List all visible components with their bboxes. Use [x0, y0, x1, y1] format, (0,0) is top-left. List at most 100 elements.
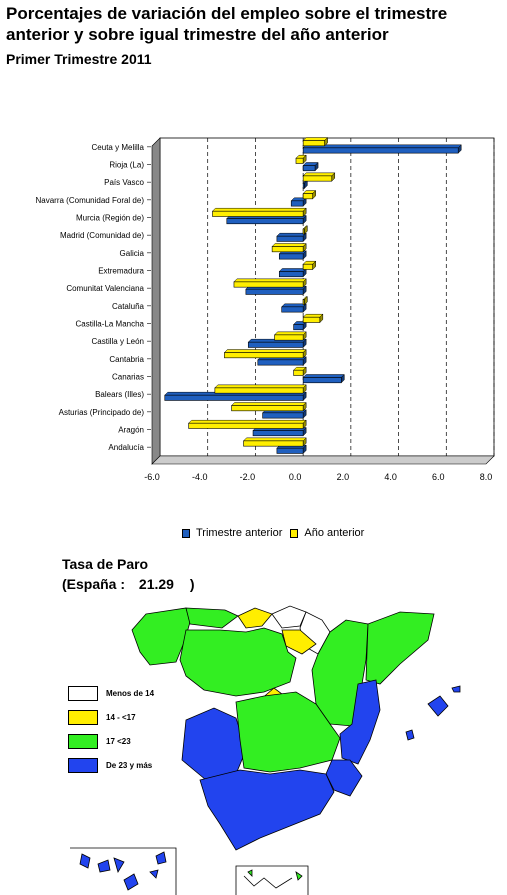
bar-face — [293, 324, 304, 331]
legend-swatch-trimestre — [182, 528, 190, 538]
x-tick-label: -6.0 — [144, 472, 160, 482]
x-tick-label: -4.0 — [192, 472, 208, 482]
map-inset-ceuta-melilla — [235, 865, 309, 895]
bar-top — [214, 384, 307, 389]
map-legend-swatch-0 — [68, 685, 98, 701]
map-inset-canarias — [70, 847, 177, 895]
bar-face — [262, 412, 304, 419]
spain-rate-close: ) — [189, 576, 195, 592]
bar-trimestre — [302, 144, 462, 154]
bar-anio — [302, 260, 317, 271]
bar-trimestre — [302, 373, 345, 384]
bar-anio — [271, 242, 307, 253]
x-tick-label: 0.0 — [289, 472, 302, 482]
chart-back-wall — [159, 137, 495, 457]
map-legend-label-3: De 23 y más — [106, 760, 153, 770]
bar-trimestre — [281, 303, 307, 313]
page-subtitle: Primer Trimestre 2011 — [6, 51, 152, 67]
y-category-label: Castilla y León — [92, 337, 144, 346]
bar-top — [302, 144, 462, 149]
bar-top — [233, 278, 307, 283]
bar-top — [302, 137, 329, 141]
map-legend-swatch-3 — [68, 757, 98, 773]
bar-top — [230, 402, 307, 406]
bar-top — [223, 349, 307, 353]
y-category-label: Canarias — [112, 373, 144, 382]
map-region-canarias-2 — [97, 859, 111, 873]
y-category-label: Madrid (Comunidad de) — [60, 231, 144, 240]
legend-label-anio: Año anterior — [304, 527, 365, 539]
bar-face — [302, 263, 313, 270]
bar-face — [257, 359, 304, 366]
map-legend-row: 17 <23 — [68, 729, 154, 753]
bar-anio — [188, 419, 307, 430]
map-title: Tasa de Paro (España : 21.29 ) — [62, 554, 195, 594]
bar-face — [302, 175, 333, 182]
page-title: Porcentajes de variación del empleo sobr… — [6, 4, 448, 44]
bar-face — [245, 288, 304, 295]
y-category-label: Balears (Illes) — [95, 390, 144, 399]
map-region-canarias-5 — [155, 851, 167, 865]
bar-trimestre — [276, 232, 307, 243]
bar-anio — [292, 366, 307, 377]
bar-trimestre — [278, 267, 307, 278]
map-legend-swatch-1 — [68, 709, 98, 725]
y-category-label: Andalucía — [108, 443, 144, 452]
bar-anio — [302, 136, 329, 147]
map-region-cantabria — [237, 607, 273, 629]
map-region-canarias-1 — [79, 853, 91, 869]
y-category-label: Rioja (La) — [109, 161, 144, 170]
bar-face — [281, 306, 304, 313]
bar-top — [278, 268, 307, 272]
map-legend-label-1: 14 - <17 — [106, 712, 136, 722]
map-region-extremadura — [181, 707, 247, 781]
employment-bar-chart: Ceuta y Melilla Rioja (La) País Vasco Navar… — [36, 136, 495, 482]
bar-anio — [230, 401, 307, 412]
map-region-canarias-4 — [123, 873, 139, 891]
y-category-label: Murcia (Región de) — [76, 214, 144, 223]
map-region-castilla-leon — [179, 627, 297, 697]
map-region-baleares — [427, 695, 449, 717]
map-region-baleares-small — [451, 685, 461, 693]
bar-top — [302, 172, 336, 177]
y-category-label: Cataluña — [112, 302, 145, 311]
bar-anio — [211, 207, 307, 218]
bar-face — [276, 235, 304, 242]
legend-label-trimestre: Trimestre anterior — [196, 527, 283, 539]
bar-anio — [223, 348, 307, 359]
bar-top — [302, 374, 345, 378]
bar-anio — [302, 225, 308, 235]
bar-face — [290, 200, 304, 207]
spain-rate-value: 21.29 — [138, 576, 174, 592]
chart-legend: Trimestre anterior Año anterior — [182, 527, 364, 539]
bar-anio — [273, 331, 307, 341]
bar-top — [271, 243, 307, 247]
bar-face — [302, 316, 321, 323]
x-tick-label: 2.0 — [337, 472, 350, 482]
bar-face — [295, 157, 304, 164]
bar-face — [278, 253, 304, 260]
map-legend-label-0: Menos de 14 — [106, 688, 155, 698]
map-region-castilla-mancha — [235, 691, 341, 773]
spain-rate-label: (España : — [62, 576, 126, 592]
bar-face — [302, 165, 316, 172]
bar-face — [302, 140, 325, 147]
x-tick-label: -2.0 — [240, 472, 256, 482]
map-region-asturias — [185, 607, 239, 629]
bar-face — [302, 377, 342, 384]
map-region-canarias-3 — [113, 857, 125, 873]
bar-top — [302, 313, 324, 318]
bar-face — [243, 440, 304, 447]
bar-face — [188, 422, 304, 429]
bar-face — [293, 369, 304, 376]
spain-rate: (España : 21.29 ) — [62, 574, 195, 594]
y-category-label: Comunitat Valenciana — [66, 284, 144, 293]
y-category-label: Navarra (Comunidad Foral de) — [36, 196, 145, 205]
x-tick-label: 6.0 — [432, 472, 445, 482]
x-tick-label: 8.0 — [480, 472, 493, 482]
y-category-label: Aragón — [118, 426, 144, 435]
bar-top — [211, 207, 307, 212]
bar-anio — [295, 154, 307, 165]
chart-floor — [151, 455, 495, 465]
bar-top — [273, 331, 307, 336]
